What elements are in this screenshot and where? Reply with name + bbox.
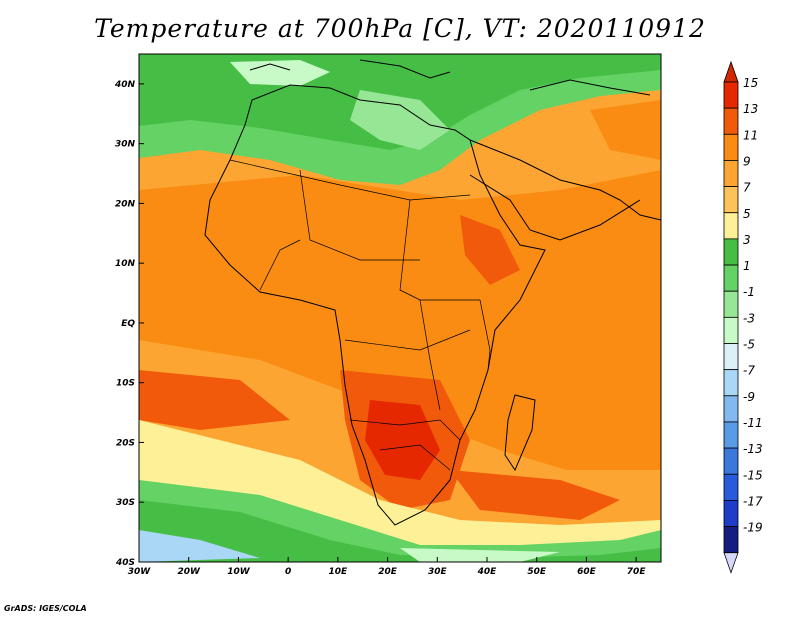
colorbar-label: 1 bbox=[743, 259, 751, 273]
colorbar-swatch bbox=[723, 316, 739, 344]
colorbar-label: -9 bbox=[743, 390, 755, 404]
colorbar-label: -13 bbox=[743, 442, 763, 456]
colorbar-label: 15 bbox=[743, 76, 758, 90]
lon-tick-label: 50E bbox=[527, 567, 547, 577]
colorbar-swatch bbox=[723, 186, 739, 214]
lat-tick-label: 10S bbox=[116, 379, 135, 389]
lon-tick-label: 60E bbox=[577, 567, 597, 577]
colorbar-swatch bbox=[723, 473, 739, 501]
colorbar-label: -17 bbox=[743, 494, 763, 508]
colorbar-label: -7 bbox=[743, 364, 755, 378]
lon-tick-label: 20W bbox=[177, 567, 201, 577]
colorbar-swatch bbox=[723, 395, 739, 423]
colorbar-label: 3 bbox=[743, 233, 751, 247]
colorbar-swatch bbox=[723, 421, 739, 449]
lat-tick-label: 20S bbox=[116, 438, 135, 448]
lon-tick-label: 30E bbox=[428, 567, 448, 577]
colorbar-under-arrow bbox=[723, 552, 739, 574]
lon-tick-label: 30W bbox=[128, 567, 152, 577]
colorbar-swatch bbox=[723, 447, 739, 475]
lat-tick-label: 30S bbox=[116, 498, 135, 508]
temperature-field bbox=[139, 54, 661, 562]
colorbar-swatch bbox=[723, 343, 739, 371]
colorbar-over-arrow bbox=[723, 60, 739, 83]
colorbar-swatch bbox=[723, 133, 739, 161]
map-frame bbox=[138, 53, 662, 563]
lat-tick-label: 40N bbox=[114, 80, 136, 90]
colorbar-swatch bbox=[723, 160, 739, 187]
lat-tick-label: 20N bbox=[115, 199, 136, 209]
colorbar-label: 7 bbox=[743, 181, 751, 195]
colorbar-label: -3 bbox=[743, 311, 755, 325]
colorbar-swatch bbox=[723, 212, 739, 240]
map-title: Temperature at 700hPa [C], VT: 202011091… bbox=[94, 14, 706, 43]
colorbar-swatch bbox=[723, 238, 739, 266]
colorbar-label: -19 bbox=[743, 521, 763, 535]
colorbar-label: -11 bbox=[743, 416, 763, 430]
lon-tick-label: 10E bbox=[329, 567, 349, 577]
lon-tick-label: 0 bbox=[285, 567, 291, 577]
colorbar-label: 11 bbox=[743, 128, 758, 142]
colorbar-label: 13 bbox=[743, 102, 758, 116]
country-borders bbox=[229, 159, 491, 471]
colorbar-swatch bbox=[723, 369, 739, 397]
colorbar-label: -15 bbox=[743, 468, 763, 482]
colorbar-label: -5 bbox=[743, 338, 755, 352]
colorbar-swatch bbox=[723, 290, 739, 318]
lon-tick-label: 40E bbox=[477, 567, 498, 577]
lat-tick-label: EQ bbox=[121, 319, 135, 329]
lat-tick-label: 40S bbox=[115, 558, 135, 568]
lat-tick-label: 30N bbox=[115, 140, 136, 150]
lon-tick-label: 20E bbox=[378, 567, 398, 577]
colorbar-label: -1 bbox=[743, 285, 755, 299]
credit-label: GrADS: IGES/COLA bbox=[4, 604, 87, 613]
lon-tick-label: 10W bbox=[227, 567, 251, 577]
lon-tick-label: 70E bbox=[627, 567, 647, 577]
coastlines bbox=[204, 59, 661, 526]
colorbar-swatch bbox=[723, 264, 739, 292]
lat-tick-label: 10N bbox=[115, 259, 136, 269]
colorbar-swatch bbox=[723, 499, 739, 527]
colorbar-swatch bbox=[723, 526, 739, 554]
colorbar-swatch bbox=[723, 107, 739, 135]
colorbar-label: 5 bbox=[743, 207, 751, 221]
colorbar-swatch bbox=[723, 81, 739, 109]
colorbar-label: 9 bbox=[743, 154, 751, 168]
